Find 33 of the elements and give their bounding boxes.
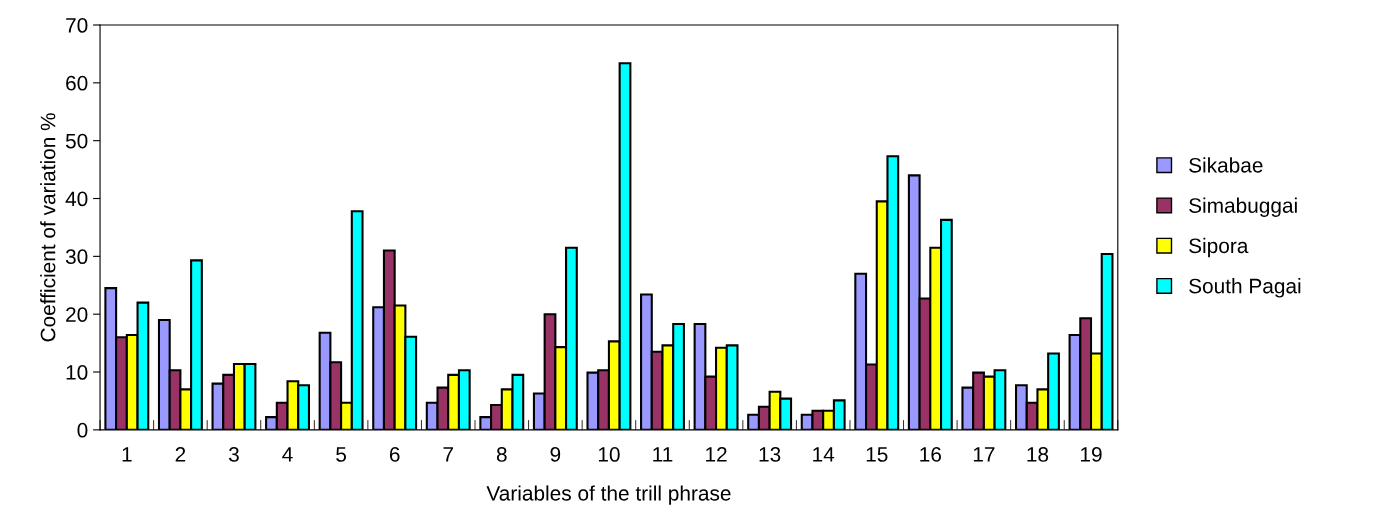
- x-tick-label: 8: [496, 447, 507, 462]
- y-tick-label: 30: [65, 249, 88, 265]
- x-axis-title: Variables of the trill phrase: [486, 485, 731, 505]
- x-tick-label: 17: [973, 447, 995, 462]
- y-tick-label: 0: [77, 422, 88, 438]
- y-tick-label: 20: [66, 307, 88, 322]
- x-tick-label: 13: [759, 447, 781, 462]
- x-tick-label: 1: [122, 447, 132, 462]
- x-tick-label: 12: [706, 447, 727, 462]
- x-tick-label: 18: [1027, 447, 1049, 462]
- y-axis-title: Coefficient of variation %: [40, 113, 56, 342]
- x-tick-label: 6: [389, 447, 400, 462]
- x-tick-label: 10: [598, 447, 620, 462]
- y-tick-label: 40: [65, 191, 88, 207]
- legend-label: Sikabae: [1189, 157, 1263, 173]
- y-tick-label: 10: [66, 365, 88, 380]
- x-tick-label: 2: [175, 447, 186, 462]
- y-tick-label: 70: [66, 18, 88, 33]
- x-tick-label: 19: [1081, 447, 1102, 462]
- x-tick-label: 14: [813, 447, 835, 462]
- y-tick-label: 50: [65, 133, 88, 149]
- legend-label: Simabuggai: [1189, 197, 1297, 218]
- legend-label: South Pagai: [1189, 278, 1301, 298]
- legend-label: Sipora: [1189, 237, 1249, 258]
- x-tick-label: 9: [550, 447, 561, 462]
- x-tick-label: 16: [920, 447, 941, 462]
- x-tick-label: 11: [653, 447, 673, 462]
- x-tick-label: 3: [228, 447, 239, 462]
- x-tick-label: 5: [336, 447, 347, 462]
- x-tick-label: 15: [866, 447, 888, 462]
- x-tick-label: 4: [282, 447, 293, 462]
- x-tick-label: 7: [443, 447, 453, 462]
- y-tick-label: 60: [66, 75, 88, 91]
